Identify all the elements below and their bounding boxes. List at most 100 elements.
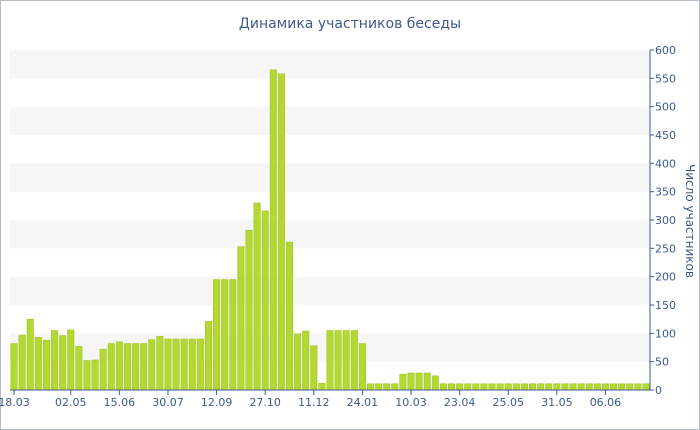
- y-tick-label: 150: [655, 299, 676, 312]
- x-tick-label: 12.09: [201, 396, 233, 409]
- y-tick-label: 350: [655, 186, 676, 199]
- axes-group: 0 50 100 150 200 250 300 350 400 450 500 550 600 18.0…: [0, 44, 676, 409]
- bar: [115, 341, 123, 391]
- bar: [561, 383, 569, 391]
- bar: [188, 338, 196, 391]
- x-tick-label: 06.06: [590, 396, 622, 409]
- bar: [626, 383, 634, 391]
- bar: [375, 383, 383, 391]
- bar: [261, 210, 269, 391]
- grid-band: [10, 220, 650, 249]
- bar: [269, 69, 277, 391]
- bar: [172, 338, 180, 391]
- bar: [585, 383, 593, 391]
- bar: [529, 383, 537, 391]
- y-tick-label: 200: [655, 271, 676, 284]
- bar: [472, 383, 480, 391]
- bar: [367, 383, 374, 391]
- bar: [577, 383, 585, 391]
- bar: [350, 330, 358, 391]
- x-tick-label: 18.03: [0, 396, 30, 409]
- bar: [286, 241, 293, 391]
- bar: [342, 330, 350, 391]
- chart-title: Динамика участников беседы: [239, 16, 461, 32]
- bar: [196, 338, 204, 391]
- bar: [42, 339, 50, 391]
- y-tick-label: 500: [655, 101, 676, 114]
- bar: [415, 372, 423, 391]
- bar: [51, 330, 59, 391]
- bar: [520, 383, 528, 391]
- bar: [431, 375, 439, 391]
- bar: [512, 383, 520, 391]
- grid-band: [10, 163, 650, 192]
- bar: [294, 333, 302, 391]
- bar: [383, 383, 391, 391]
- bar: [59, 335, 67, 391]
- bar: [601, 383, 609, 391]
- bar: [391, 383, 399, 391]
- bar: [448, 383, 456, 391]
- grid-band: [10, 276, 650, 305]
- bar: [618, 383, 626, 391]
- bar: [229, 279, 237, 391]
- bar: [148, 339, 156, 391]
- bars-group: [10, 69, 650, 391]
- bar: [537, 383, 545, 391]
- y-axis-label: Число участников: [683, 164, 697, 278]
- bar: [34, 337, 42, 391]
- bar: [237, 246, 245, 391]
- bar: [310, 345, 318, 391]
- bar: [545, 383, 553, 391]
- bar: [277, 73, 285, 391]
- bar: [488, 383, 496, 391]
- bar: [464, 383, 472, 391]
- x-tick-label: 23.04: [444, 396, 476, 409]
- bar: [91, 359, 99, 391]
- bar: [107, 343, 115, 391]
- y-tick-label: 250: [655, 242, 676, 255]
- bar: [326, 330, 334, 391]
- bar: [423, 372, 431, 391]
- grid-band: [10, 106, 650, 135]
- bar: [358, 343, 366, 391]
- x-tick-label: 02.05: [55, 396, 87, 409]
- bar: [26, 318, 34, 391]
- bar: [156, 335, 164, 391]
- bar: [610, 383, 618, 391]
- grid-bands: [10, 50, 650, 362]
- x-tick-label: 24.01: [347, 396, 379, 409]
- bar: [180, 338, 188, 391]
- bar: [99, 348, 107, 391]
- y-tick-label: 100: [655, 327, 676, 340]
- bar: [245, 229, 253, 391]
- bar: [164, 338, 172, 391]
- bar: [642, 383, 650, 391]
- x-tick-label: 30.07: [152, 396, 184, 409]
- bar: [253, 202, 261, 391]
- bar: [496, 383, 504, 391]
- bar: [123, 343, 131, 391]
- bar: [399, 373, 407, 391]
- x-tick-label: 27.10: [249, 396, 281, 409]
- bar: [83, 360, 91, 391]
- bar: [213, 279, 221, 391]
- bar: [634, 383, 642, 391]
- bar: [439, 383, 447, 391]
- bar: [221, 279, 229, 391]
- bar: [334, 330, 342, 391]
- bar: [593, 383, 601, 391]
- y-tick-label: 300: [655, 214, 676, 227]
- bar: [67, 329, 75, 391]
- x-tick-label: 10.03: [395, 396, 427, 409]
- bar: [204, 321, 212, 391]
- bar: [10, 343, 18, 391]
- bar: [18, 334, 26, 391]
- bar: [318, 382, 326, 391]
- bar: [569, 383, 577, 391]
- bar: [553, 383, 561, 391]
- x-tick-label: 11.12: [298, 396, 330, 409]
- y-tick-label: 450: [655, 129, 676, 142]
- bar: [75, 346, 83, 391]
- y-tick-label: 600: [655, 44, 676, 57]
